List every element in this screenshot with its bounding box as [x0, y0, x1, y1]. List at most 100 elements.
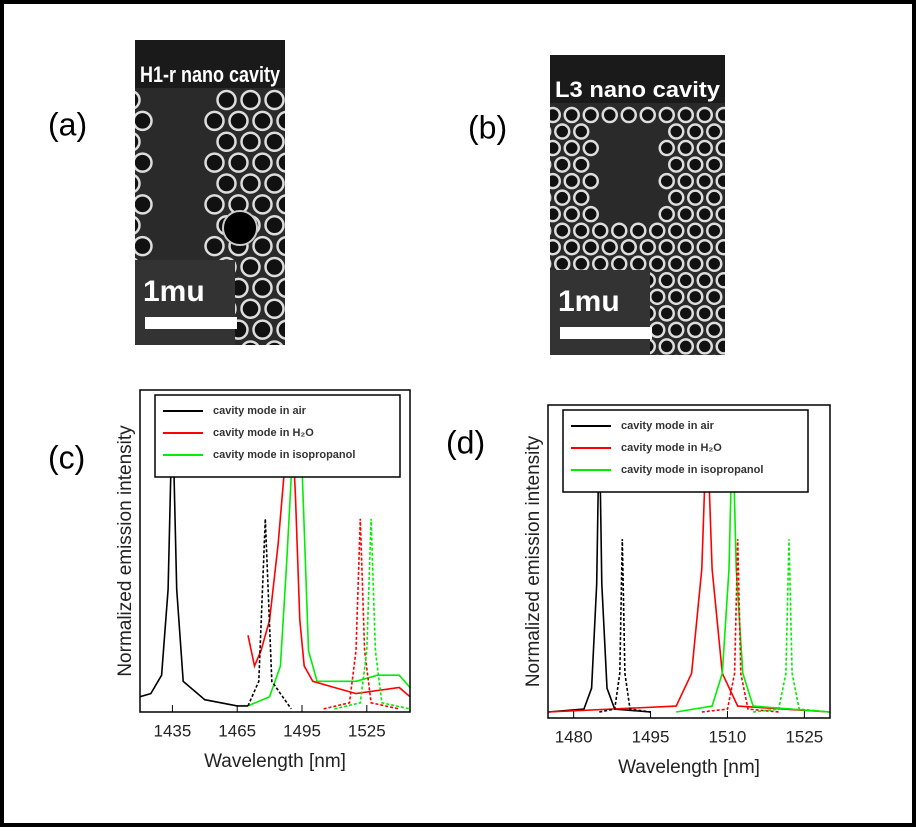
- hole: [649, 222, 666, 239]
- legend-box: [562, 409, 809, 493]
- hole: [240, 131, 261, 153]
- hole: [582, 172, 599, 190]
- legend-label: cavity mode in isopropanol: [621, 464, 763, 476]
- spectrum-line: [599, 539, 651, 713]
- hole: [687, 288, 704, 306]
- hole: [240, 256, 261, 278]
- hole: [630, 255, 647, 273]
- hole: [228, 110, 249, 132]
- hole: [276, 194, 285, 215]
- hole: [677, 272, 694, 289]
- hole: [573, 255, 590, 273]
- hole: [658, 106, 675, 124]
- hole: [264, 89, 285, 111]
- hole: [550, 192, 552, 203]
- hole: [620, 238, 637, 256]
- hole: [204, 235, 225, 257]
- hole: [611, 255, 628, 273]
- hole: [696, 272, 713, 289]
- hole: [715, 172, 725, 190]
- plot-frame: [139, 389, 411, 713]
- hole: [668, 288, 685, 306]
- x-tick-label: 1510: [709, 727, 747, 746]
- hole: [554, 189, 571, 206]
- x-tick-label: 1435: [153, 721, 191, 740]
- hole: [264, 173, 285, 194]
- hole: [696, 305, 713, 322]
- spectrum-line: [139, 405, 248, 707]
- hole: [582, 205, 599, 223]
- hole: [658, 172, 675, 190]
- hole: [216, 89, 237, 111]
- hole: [649, 288, 666, 306]
- hole: [276, 319, 285, 340]
- hole: [668, 156, 685, 173]
- image-title: L3 nano cavity: [555, 77, 721, 102]
- scale-band: [135, 260, 235, 345]
- hole: [241, 340, 260, 345]
- scale-bar: [560, 327, 652, 339]
- hole: [687, 255, 704, 273]
- hole: [715, 106, 725, 124]
- x-tick-label: 1465: [218, 721, 256, 740]
- hole: [563, 205, 580, 223]
- hole: [677, 238, 694, 256]
- hole: [240, 298, 261, 320]
- hole: [668, 189, 685, 206]
- hole: [554, 156, 571, 173]
- x-tick-label: 1525: [348, 721, 386, 740]
- hole: [706, 255, 723, 273]
- hole: [216, 173, 237, 194]
- panel-label: (c): [48, 439, 85, 475]
- hole: [658, 272, 675, 289]
- hole: [135, 216, 141, 235]
- hole: [252, 277, 273, 299]
- hole: [582, 238, 599, 256]
- hole: [252, 152, 273, 173]
- hole: [135, 235, 153, 257]
- hole: [135, 174, 141, 193]
- legend-label: cavity mode in air: [213, 405, 307, 417]
- hole: [592, 255, 609, 273]
- spectrum-line: [701, 539, 779, 713]
- panel-label: (a): [48, 106, 87, 142]
- hole: [135, 90, 141, 110]
- hole: [276, 277, 285, 299]
- scale-label: 1mu: [558, 285, 620, 318]
- legend-label: cavity mode in air: [621, 420, 715, 432]
- hole: [668, 255, 685, 273]
- title-band: [550, 55, 725, 103]
- hole: [658, 338, 675, 355]
- hole: [677, 139, 694, 157]
- hole: [135, 132, 141, 151]
- hole: [706, 288, 723, 306]
- scale-label: 1mu: [143, 275, 205, 308]
- hole: [649, 321, 666, 339]
- hole: [687, 156, 704, 173]
- hole: [715, 305, 725, 322]
- hole: [135, 194, 153, 215]
- spectrum-line: [247, 518, 292, 710]
- spectrum-line: [247, 405, 411, 707]
- panel-label: (d): [446, 424, 485, 460]
- big-hole: [222, 210, 258, 246]
- x-tick-label: 1495: [632, 727, 670, 746]
- y-axis-label: Normalized emission intensity: [523, 435, 544, 687]
- hole: [687, 189, 704, 206]
- hole: [658, 205, 675, 223]
- hole: [668, 222, 685, 239]
- hole: [677, 205, 694, 223]
- hole: [706, 222, 723, 239]
- hole: [630, 222, 647, 239]
- legend-box: [154, 394, 401, 478]
- spectrum-line: [323, 518, 400, 710]
- hole: [687, 123, 704, 140]
- sem-image: H1-r nano cavity 1mu: [135, 40, 285, 345]
- panel-label: (b): [468, 109, 507, 145]
- x-axis-label: Wavelength [nm]: [204, 751, 346, 772]
- hole: [601, 106, 618, 124]
- hole: [677, 305, 694, 322]
- hole: [687, 321, 704, 339]
- plot-frame: [547, 404, 831, 719]
